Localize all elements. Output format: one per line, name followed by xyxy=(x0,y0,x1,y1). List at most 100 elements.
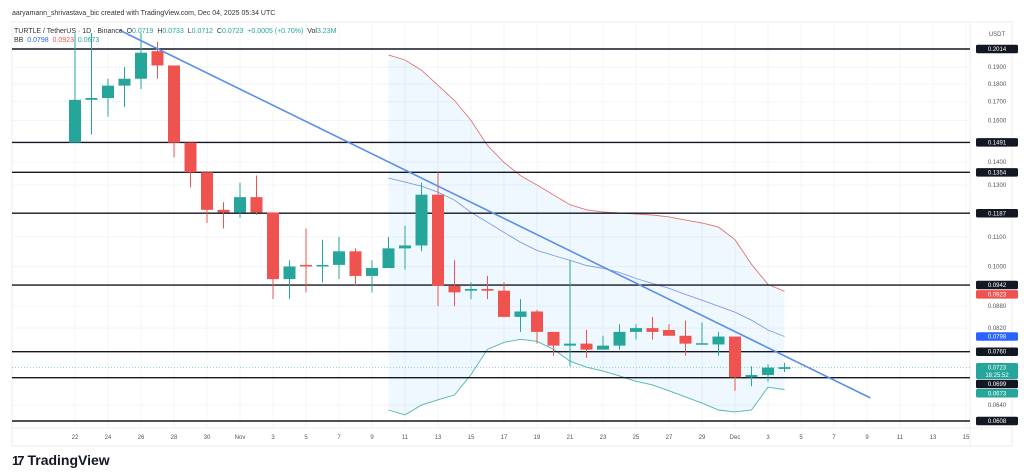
time-tick-label: 25 xyxy=(633,435,640,441)
price-badge xyxy=(976,379,1018,389)
time-tick-label: Nov xyxy=(235,435,246,441)
bollinger-fill xyxy=(388,54,785,415)
price-tick-label: 0.1900 xyxy=(988,65,1007,71)
time-tick-label: 9 xyxy=(370,435,374,441)
candle-body xyxy=(382,248,395,269)
bollinger-upper-line xyxy=(388,54,785,292)
candle-body xyxy=(432,194,444,286)
price-tick-label: 0.1000 xyxy=(988,264,1007,270)
currency-label[interactable]: USDT xyxy=(989,32,1006,38)
price-badge xyxy=(976,44,1018,54)
candle-body xyxy=(481,288,494,291)
candle-body xyxy=(250,197,263,213)
low-value: 0.0712 xyxy=(191,28,214,35)
time-tick-label: 28 xyxy=(171,435,178,441)
time-tick-label: 30 xyxy=(204,435,211,441)
bb-label[interactable]: BB xyxy=(14,37,24,44)
price-tick-label: 0.1400 xyxy=(988,160,1007,166)
candle-body xyxy=(184,142,197,173)
candle-body xyxy=(729,336,741,378)
candle-body xyxy=(597,345,609,350)
price-badge-label: 0.1354 xyxy=(988,170,1007,176)
price-tick-label: 0.1300 xyxy=(988,183,1007,189)
candle-body xyxy=(613,331,626,346)
candle-body xyxy=(465,288,477,291)
candle-body xyxy=(234,197,246,213)
price-axis[interactable]: 0.1900 0.1800 0.1700 0.1600 0.1400 0.1300 0.11… xyxy=(976,44,1018,426)
bar-countdown-label: 18:25:52 xyxy=(985,373,1009,379)
time-tick-label: 24 xyxy=(105,435,112,441)
bb-row: BB 0.0798 0.0923 0.0673 xyxy=(14,36,336,45)
time-tick-label: 23 xyxy=(600,435,607,441)
candle-body xyxy=(547,331,560,346)
candle-body xyxy=(69,99,81,143)
bollinger-lower-line xyxy=(388,338,785,416)
symbol-legend: TURTLE / TetherUS · 1D · Binance O0.0719… xyxy=(14,27,336,45)
candle-body xyxy=(118,78,131,86)
price-badge-label: 0.0723 xyxy=(988,365,1007,371)
time-tick-label: 11 xyxy=(897,435,904,441)
candle-body xyxy=(399,245,411,249)
candle-body xyxy=(630,328,642,332)
time-tick-label: 26 xyxy=(138,435,145,441)
symbol-title[interactable]: TURTLE / TetherUS · 1D · Binance xyxy=(14,28,123,35)
time-tick-label: 17 xyxy=(501,435,508,441)
candle-body xyxy=(762,367,774,376)
candle-body xyxy=(316,264,329,267)
time-axis[interactable]: 22 24 26 28 30 Nov 3 5 7 9 11 13 15 17 19 21 23 25 27 29 Dec… xyxy=(72,435,970,441)
price-badge xyxy=(976,389,1018,398)
time-tick-label: 29 xyxy=(699,435,706,441)
price-badge xyxy=(976,208,1018,218)
candle-body xyxy=(267,212,279,280)
time-tick-label: Dec xyxy=(730,435,741,441)
close-value: 0.0723 xyxy=(221,28,244,35)
tradingview-logo: 17 TradingView xyxy=(12,452,110,468)
price-badge xyxy=(976,290,1018,299)
bollinger-bands xyxy=(388,54,785,416)
candle-body xyxy=(300,264,312,267)
time-tick-label: 15 xyxy=(468,435,475,441)
candle-body xyxy=(531,311,543,332)
price-tick-label: 0.1600 xyxy=(988,118,1007,124)
candle-body xyxy=(217,209,230,213)
candle-body xyxy=(498,290,510,317)
time-tick-label: 3 xyxy=(271,435,275,441)
candle-body xyxy=(564,343,576,346)
bb-lower-value: 0.0673 xyxy=(77,37,100,44)
bb-upper-value: 0.0923 xyxy=(52,37,74,44)
time-tick-label: 5 xyxy=(799,435,803,441)
price-tick-label: 0.1800 xyxy=(988,82,1007,88)
candle-body xyxy=(168,65,180,143)
bb-middle-value: 0.0798 xyxy=(27,37,49,44)
time-tick-label: 3 xyxy=(766,435,770,441)
candle-body xyxy=(696,343,708,345)
price-tick-label: 0.0640 xyxy=(988,403,1007,409)
candles xyxy=(69,33,791,391)
price-badge xyxy=(976,416,1018,426)
low-label: L xyxy=(187,28,192,35)
candle-body xyxy=(415,194,428,246)
candle-body xyxy=(646,328,659,332)
candle-body xyxy=(135,52,147,79)
candle-body xyxy=(580,343,593,350)
candle-body xyxy=(201,172,213,210)
candle-body xyxy=(283,266,296,280)
candle-body xyxy=(514,311,527,317)
candle-body xyxy=(663,329,675,336)
time-tick-label: 7 xyxy=(832,435,836,441)
bollinger-band-area xyxy=(388,54,785,415)
candle-body xyxy=(745,375,758,378)
candle-body xyxy=(712,336,725,345)
trendline[interactable] xyxy=(119,29,871,399)
candle-body xyxy=(366,268,378,276)
chart-credit: aaryamann_shrivastava_bic created with T… xyxy=(12,10,276,17)
time-tick-label: 19 xyxy=(534,435,541,441)
candle-body xyxy=(778,367,791,369)
candle-body xyxy=(679,335,692,344)
price-badge-label: 0.0608 xyxy=(988,419,1007,425)
volume-label: Vol xyxy=(307,28,317,35)
open-label: O xyxy=(126,28,133,35)
open-value: 0.0719 xyxy=(132,28,154,35)
volume-value: 3.23M xyxy=(316,28,337,35)
